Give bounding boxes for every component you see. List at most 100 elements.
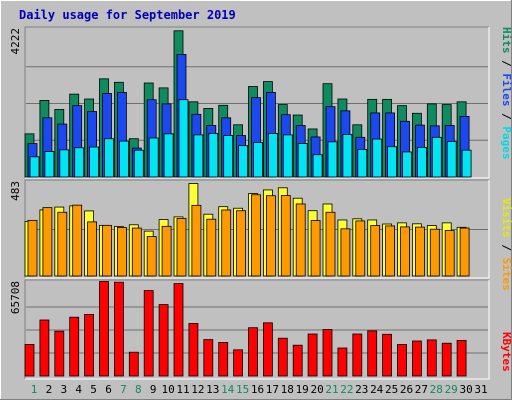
kbytes-bar-kbytes-day-29 — [441, 342, 452, 377]
hits-panel-border-dark — [24, 26, 489, 178]
kbytes-axis-max-label: 65708 — [9, 281, 22, 314]
sites-bar-sites-day-2 — [42, 207, 53, 277]
kbytes-panel — [24, 279, 490, 380]
sites-bar-sites-day-23 — [355, 220, 366, 277]
kbytes-bar-kbytes-day-21 — [322, 329, 333, 377]
sites-panel — [24, 179, 490, 279]
kbytes-bar-kbytes-day-10 — [158, 304, 169, 377]
sites-bar-sites-day-5 — [87, 221, 97, 277]
x-tick-label-day-3: 3 — [60, 383, 67, 396]
hits-bar-pages-day-12 — [193, 134, 204, 178]
x-tick-label-day-12: 12 — [191, 383, 204, 396]
kbytes-bar-kbytes-day-26 — [397, 344, 407, 377]
hits-bar-pages-day-4 — [74, 147, 85, 178]
sites-legend: Visits / Sites — [500, 198, 512, 291]
hits-bar-pages-day-10 — [163, 133, 174, 178]
hits-bar-pages-day-15 — [238, 145, 249, 178]
hits-bar-pages-day-16 — [253, 142, 263, 178]
hits-bar-pages-day-25 — [387, 146, 398, 178]
legend-separator: / — [500, 54, 512, 74]
x-tick-label-day-1: 1 — [31, 383, 38, 396]
sites-bar-sites-day-4 — [72, 204, 83, 277]
hits-axis-max-label: 4222 — [9, 28, 22, 55]
hits-bar-pages-day-18 — [282, 134, 293, 178]
kbytes-bar-kbytes-day-3 — [54, 330, 65, 377]
hits-panel — [24, 26, 490, 179]
x-tick-label-day-9: 9 — [150, 383, 157, 396]
hits-bar-pages-day-20 — [312, 154, 323, 178]
sites-bar-sites-day-24 — [370, 225, 381, 277]
kbytes-bar-kbytes-day-5 — [84, 313, 94, 377]
sites-bar-sites-day-11 — [176, 218, 187, 277]
kbytes-bar-kbytes-day-12 — [188, 323, 199, 377]
hits-bar-pages-day-23 — [357, 149, 368, 178]
sites-bar-sites-day-28 — [429, 228, 440, 277]
x-tick-label-day-16: 16 — [251, 383, 264, 396]
sites-panel-border-light — [25, 180, 490, 279]
kbytes-bar-kbytes-day-11 — [173, 283, 184, 377]
kbytes-bar-kbytes-day-1 — [24, 344, 35, 377]
hits-bar-pages-day-2 — [44, 151, 55, 178]
sites-bar-sites-day-3 — [57, 211, 68, 277]
hits-bar-pages-day-30 — [461, 149, 472, 178]
kbytes-legend: KBytes — [500, 332, 512, 372]
x-tick-label-day-10: 10 — [161, 383, 174, 396]
kbytes-bar-kbytes-day-13 — [203, 339, 214, 377]
x-tick-label-day-19: 19 — [296, 383, 309, 396]
hits-bar-pages-day-5 — [89, 146, 99, 178]
kbytes-bar-kbytes-day-2 — [39, 319, 50, 377]
legend-separator: / — [500, 238, 512, 258]
sites-bar-sites-day-22 — [340, 228, 351, 277]
x-tick-label-day-28: 28 — [430, 383, 443, 396]
x-tick-label-day-21: 21 — [325, 383, 338, 396]
hits-bar-pages-day-14 — [223, 135, 234, 178]
kbytes-bar-kbytes-day-4 — [69, 316, 80, 377]
x-tick-label-day-31: 31 — [474, 383, 487, 396]
x-tick-label-day-17: 17 — [266, 383, 279, 396]
sites-bar-sites-day-29 — [444, 230, 455, 277]
x-tick-label-day-4: 4 — [75, 383, 82, 396]
x-tick-label-day-25: 25 — [385, 383, 398, 396]
sites-bar-sites-day-13 — [206, 218, 217, 277]
kbytes-bar-kbytes-day-30 — [456, 340, 467, 377]
legend-files: Files — [500, 73, 512, 106]
x-tick-label-day-11: 11 — [176, 383, 189, 396]
x-axis-day-labels: 1 2 3 4 5 6 7 8 9 10 11 12 13 14 15 16 17 18 19 20 21 22 23 24 2… — [31, 383, 488, 396]
x-tick-label-day-29: 29 — [445, 383, 458, 396]
legend-sites: Sites — [500, 258, 512, 291]
hits-bar-pages-day-22 — [342, 134, 353, 178]
x-tick-label-day-13: 13 — [206, 383, 219, 396]
hits-bar-pages-day-19 — [297, 143, 308, 178]
kbytes-bar-kbytes-day-22 — [337, 347, 348, 377]
hits-bar-pages-day-8 — [133, 149, 144, 178]
x-tick-label-day-5: 5 — [90, 383, 97, 396]
sites-bar-sites-day-21 — [325, 211, 336, 277]
sites-bar-sites-day-25 — [385, 225, 396, 277]
kbytes-bar-kbytes-day-19 — [292, 344, 303, 377]
sites-bar-sites-day-12 — [191, 204, 202, 277]
sites-bar-sites-day-19 — [295, 203, 306, 277]
kbytes-bar-kbytes-day-24 — [367, 330, 378, 377]
kbytes-bars — [24, 281, 467, 377]
hits-bar-pages-day-7 — [119, 140, 129, 178]
kbytes-bar-kbytes-day-17 — [262, 322, 273, 377]
legend-kbytes: KBytes — [500, 332, 512, 372]
sites-bar-sites-day-15 — [236, 210, 247, 277]
legend-visits: Visits — [500, 198, 512, 238]
legend-pages: Pages — [500, 126, 512, 159]
kbytes-bar-kbytes-day-20 — [307, 333, 318, 377]
kbytes-bar-kbytes-day-8 — [128, 351, 139, 377]
hits-bar-pages-day-28 — [431, 136, 442, 178]
hits-bar-pages-day-27 — [416, 147, 427, 178]
sites-bar-sites-day-16 — [251, 194, 261, 277]
kbytes-bar-kbytes-day-16 — [248, 327, 258, 377]
sites-bar-sites-day-14 — [221, 209, 232, 277]
sites-bar-sites-day-9 — [146, 236, 157, 277]
sites-bar-sites-day-20 — [310, 220, 321, 277]
hits-bar-pages-day-1 — [29, 156, 40, 178]
kbytes-bar-kbytes-day-23 — [352, 333, 363, 377]
sites-bar-sites-day-27 — [414, 226, 425, 277]
x-tick-label-day-15: 15 — [236, 383, 249, 396]
sites-bar-sites-day-6 — [102, 224, 112, 277]
